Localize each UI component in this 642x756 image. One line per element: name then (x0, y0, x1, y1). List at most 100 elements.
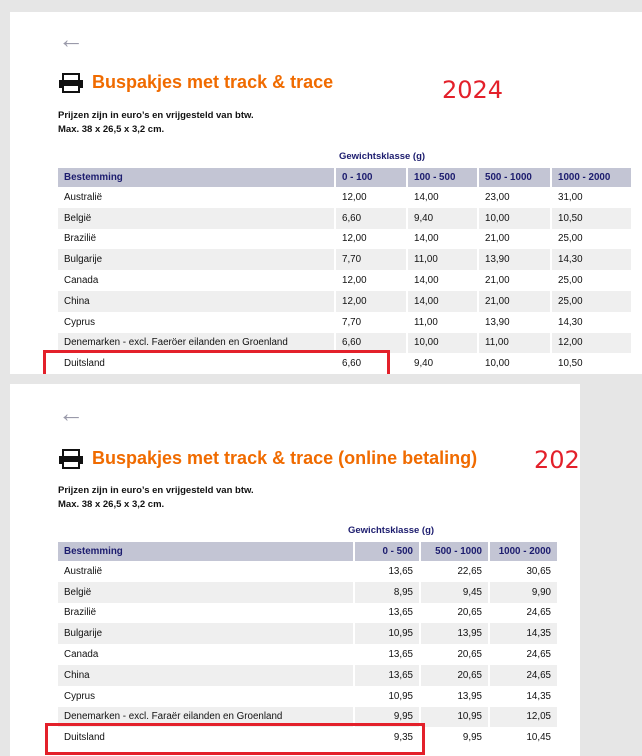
destination-cell: Cyprus (58, 311, 336, 333)
table-row: Bulgarije 10,95 13,95 14,35 (58, 623, 559, 645)
price-cell: 31,00 (551, 187, 633, 208)
price-cell: 13,90 (478, 311, 552, 333)
year-label: 2025 (534, 446, 580, 474)
weight-class-label: Gewichtsklasse (g) (339, 151, 426, 162)
table-row: China 13,65 20,65 24,65 (58, 664, 559, 686)
price-cell: 9,90 (489, 581, 559, 603)
destination-cell: Duitsland (58, 727, 355, 749)
screenshot-2024: ← Buspakjes met track & trace 2024 Prijz… (10, 12, 642, 374)
table-row: Bulgarije 7,70 11,00 13,90 14,30 (58, 249, 633, 271)
price-note-size: Max. 38 x 26,5 x 3,2 cm. (58, 124, 165, 135)
price-cell: 13,90 (478, 249, 552, 271)
price-cell: 13,95 (420, 685, 490, 707)
weight-class-label: Gewichtsklasse (g) (348, 525, 435, 536)
price-cell: 13,65 (354, 602, 421, 624)
price-cell: 14,00 (407, 187, 479, 208)
price-note: Prijzen zijn in euro’s en vrijgesteld va… (58, 109, 254, 137)
table-row: Brazilië 13,65 20,65 24,65 (58, 602, 559, 624)
price-cell: 10,00 (407, 332, 479, 354)
destination-cell: Brazilië (58, 602, 355, 624)
price-cell: 12,05 (489, 706, 559, 728)
price-cell: 14,00 (407, 290, 479, 312)
price-cell: 14,00 (407, 228, 479, 250)
price-cell: 12,00 (335, 228, 408, 250)
destination-cell: Denemarken - excl. Faeröer eilanden en G… (58, 332, 336, 354)
column-header-weight: 500 - 1000 (420, 542, 490, 561)
price-cell: 10,95 (354, 685, 421, 707)
price-cell: 11,00 (478, 332, 552, 354)
price-cell: 14,00 (407, 270, 479, 291)
screenshot-2025: ← Buspakjes met track & trace (online be… (10, 384, 580, 756)
destination-cell: Bulgarije (58, 623, 355, 645)
destination-cell: Cyprus (58, 685, 355, 707)
table-row: Australië 13,65 22,65 30,65 (58, 561, 559, 582)
price-cell: 6,60 (335, 207, 408, 229)
destination-cell: België (58, 207, 336, 229)
price-cell: 10,95 (354, 623, 421, 645)
table-row: Canada 13,65 20,65 24,65 (58, 644, 559, 665)
table-row: Duitsland 9,35 9,95 10,45 (58, 727, 559, 749)
price-cell: 21,00 (478, 270, 552, 291)
table-row: België 8,95 9,45 9,90 (58, 581, 559, 603)
printer-icon (59, 72, 83, 93)
table-header-row: Bestemming 0 - 100 100 - 500 500 - 1000 1000… (58, 168, 633, 187)
price-cell: 12,00 (335, 270, 408, 291)
printer-icon (59, 448, 83, 469)
price-cell: 12,00 (335, 290, 408, 312)
price-cell: 14,35 (489, 623, 559, 645)
table-row: Denemarken - excl. Faeröer eilanden en G… (58, 332, 633, 354)
price-cell: 10,00 (478, 207, 552, 229)
column-header-destination: Bestemming (58, 168, 336, 187)
destination-cell: Australië (58, 187, 336, 208)
back-arrow-icon[interactable]: ← (58, 398, 84, 428)
highlight-box-duitsland (45, 723, 425, 755)
price-cell: 8,95 (354, 581, 421, 603)
price-cell: 9,40 (407, 353, 479, 374)
page-title: Buspakjes met track & trace (92, 72, 334, 92)
destination-cell: Brazilië (58, 228, 336, 250)
price-table-2024: Bestemming 0 - 100 100 - 500 500 - 1000 1000… (58, 168, 633, 374)
destination-cell: Australië (58, 561, 355, 582)
table-row: China 12,00 14,00 21,00 25,00 (58, 290, 633, 312)
price-cell: 11,00 (407, 249, 479, 271)
price-cell: 14,30 (551, 249, 633, 271)
price-cell: 9,95 (354, 706, 421, 728)
destination-cell: Canada (58, 644, 355, 665)
price-note-size: Max. 38 x 26,5 x 3,2 cm. (58, 499, 165, 510)
price-cell: 21,00 (478, 290, 552, 312)
table-row: Denemarken - excl. Faraër eilanden en Gr… (58, 706, 559, 728)
price-cell: 25,00 (551, 270, 633, 291)
table-row: Duitsland 6,60 9,40 10,00 10,50 (58, 353, 633, 374)
price-cell: 9,35 (354, 727, 421, 749)
destination-cell: België (58, 581, 355, 603)
price-cell: 10,95 (420, 706, 490, 728)
table-header-row: Bestemming 0 - 500 500 - 1000 1000 - 2000 (58, 542, 559, 561)
price-cell: 20,65 (420, 644, 490, 665)
price-cell: 11,00 (407, 311, 479, 333)
column-header-weight: 1000 - 2000 (489, 542, 559, 561)
price-cell: 25,00 (551, 228, 633, 250)
title-row: Buspakjes met track & trace (58, 72, 333, 93)
price-cell: 20,65 (420, 664, 490, 686)
column-header-weight: 1000 - 2000 (551, 168, 633, 187)
price-cell: 21,00 (478, 228, 552, 250)
price-cell: 7,70 (335, 249, 408, 271)
price-cell: 23,00 (478, 187, 552, 208)
table-row: Cyprus 7,70 11,00 13,90 14,30 (58, 311, 633, 333)
destination-cell: Canada (58, 270, 336, 291)
price-cell: 9,40 (407, 207, 479, 229)
price-cell: 10,50 (551, 353, 633, 374)
price-cell: 25,00 (551, 290, 633, 312)
price-note: Prijzen zijn in euro’s en vrijgesteld va… (58, 484, 254, 512)
destination-cell: China (58, 664, 355, 686)
price-cell: 30,65 (489, 561, 559, 582)
price-cell: 6,60 (335, 332, 408, 354)
back-arrow-icon[interactable]: ← (58, 24, 84, 54)
highlight-box-duitsland (43, 350, 390, 374)
year-label: 2024 (442, 76, 504, 104)
title-row: Buspakjes met track & trace (online beta… (58, 448, 477, 469)
price-cell: 24,65 (489, 602, 559, 624)
price-note-vat: Prijzen zijn in euro’s en vrijgesteld va… (58, 485, 254, 496)
destination-cell: Duitsland (58, 353, 336, 374)
price-cell: 12,00 (335, 187, 408, 208)
